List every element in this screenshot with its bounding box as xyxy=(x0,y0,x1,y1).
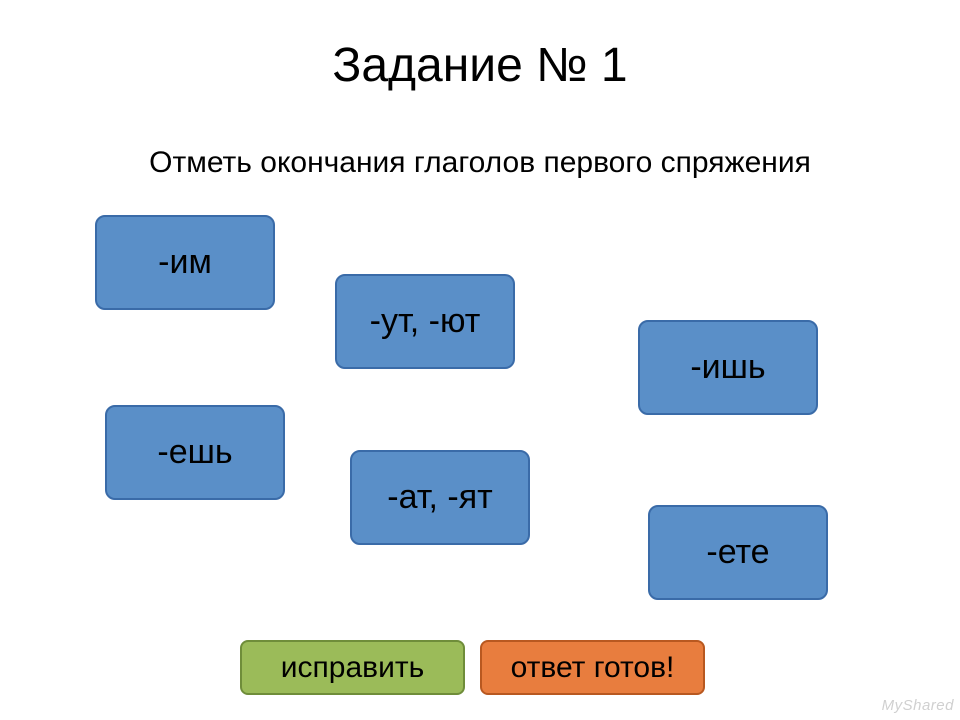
option-card-label: -им xyxy=(158,243,212,282)
option-card-at-yat[interactable]: -ат, -ят xyxy=(350,450,530,545)
fix-button[interactable]: исправить xyxy=(240,640,465,695)
option-card-esh[interactable]: -ешь xyxy=(105,405,285,500)
page-title: Задание № 1 xyxy=(0,38,960,93)
option-card-ete[interactable]: -ете xyxy=(648,505,828,600)
option-card-label: -ут, -ют xyxy=(370,302,481,341)
instruction-text: Отметь окончания глаголов первого спряже… xyxy=(0,146,960,180)
option-card-label: -ат, -ят xyxy=(387,478,493,517)
option-card-im[interactable]: -им xyxy=(95,215,275,310)
option-card-label: -ешь xyxy=(157,433,232,472)
option-card-label: -ете xyxy=(706,533,769,572)
answer-ready-button[interactable]: ответ готов! xyxy=(480,640,705,695)
option-card-ut-yut[interactable]: -ут, -ют xyxy=(335,274,515,369)
fix-button-label: исправить xyxy=(281,651,424,685)
watermark-text: MyShared xyxy=(882,697,954,714)
option-card-label: -ишь xyxy=(690,348,765,387)
option-card-ish[interactable]: -ишь xyxy=(638,320,818,415)
answer-ready-button-label: ответ готов! xyxy=(511,651,675,685)
